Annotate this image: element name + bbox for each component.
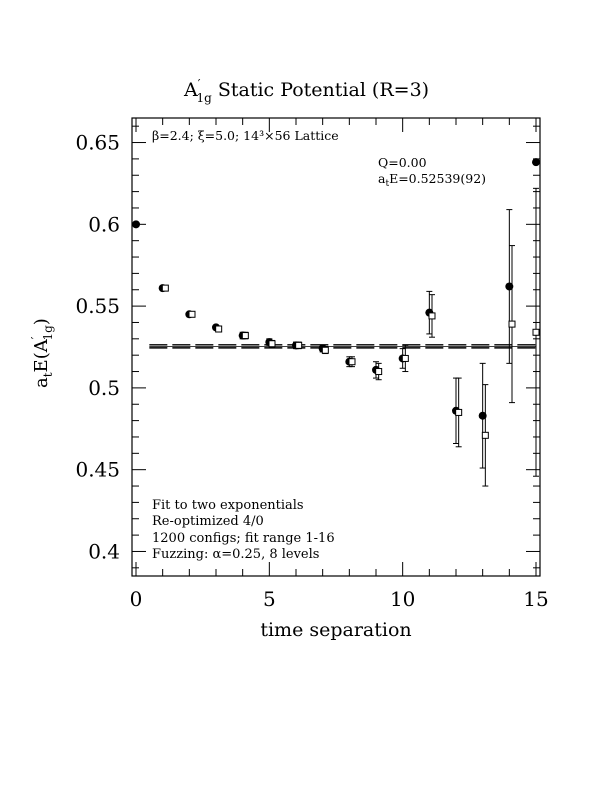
data-point-open: [295, 341, 303, 349]
data-point-open: [375, 368, 383, 376]
data-point-filled: [505, 282, 514, 291]
y-tick-label: 0.6: [88, 212, 120, 236]
data-point-filled: [532, 158, 540, 167]
data-point-open: [401, 354, 409, 362]
x-tick-label: 5: [263, 587, 276, 611]
data-point-open: [455, 408, 463, 416]
data-point-open: [161, 284, 169, 292]
note-line: Fit to two exponentials: [152, 498, 304, 513]
axis-ticks: [132, 118, 540, 576]
y-tick-labels: 0.4 0.45 0.5 0.55 0.6 0.65: [75, 131, 120, 564]
fit-result-a: a: [378, 171, 386, 186]
q-label: Q=0.00: [378, 155, 427, 170]
ylabel-close: ): [31, 318, 52, 325]
title-subscript: 1g: [196, 91, 212, 105]
x-axis-label: time separation: [260, 619, 411, 641]
title-prime: ′: [198, 77, 201, 91]
ylabel-main: a: [31, 377, 52, 388]
data-point-open: [321, 346, 329, 354]
note-line: 1200 configs; fit range 1-16: [152, 531, 335, 546]
y-tick-label: 0.4: [88, 539, 120, 563]
y-axis-label: atE(A′1g): [29, 318, 55, 388]
ylabel-mid: E(A: [31, 338, 52, 372]
data-point-open: [348, 358, 356, 366]
note-line: Re-optimized 4/0: [152, 514, 264, 529]
data-point-open: [532, 328, 540, 336]
title-main: A: [183, 79, 198, 101]
ylabel-prime: ′: [29, 336, 43, 339]
y-tick-label: 0.5: [88, 376, 120, 400]
data-point-open: [215, 325, 223, 333]
data-point-open: [268, 340, 276, 348]
x-tick-label: 0: [130, 587, 143, 611]
fit-result-value: E=0.52539(92): [389, 171, 486, 186]
fit-result-label: atE=0.52539(92): [378, 171, 486, 189]
lattice-label: β=2.4; ξ=5.0; 14³×56 Lattice: [152, 128, 339, 143]
fit-result-sub-t: t: [385, 179, 389, 189]
fit-band: [149, 344, 536, 349]
data-point-open: [241, 332, 249, 340]
fit-notes: Fit to two exponentials Re-optimized 4/0…: [152, 498, 335, 562]
plot-frame: [131, 117, 541, 577]
data-point-open: [508, 320, 516, 328]
title-rest: Static Potential (R=3): [212, 79, 429, 101]
note-line: Fuzzing: α=0.25, 8 levels: [152, 547, 319, 562]
y-tick-label: 0.65: [75, 131, 120, 155]
data-point-open: [428, 312, 436, 320]
x-tick-label: 15: [523, 587, 548, 611]
data-point-filled: [132, 220, 140, 229]
chart-title: A′ 1g Static Potential (R=3): [183, 77, 429, 105]
x-tick-label: 10: [390, 587, 415, 611]
x-tick-labels: 0 5 10 15: [130, 587, 549, 611]
ylabel-sub-t: t: [41, 372, 55, 377]
y-tick-label: 0.45: [75, 458, 120, 482]
data-point-open: [481, 431, 489, 439]
data-points: [132, 158, 540, 487]
y-tick-label: 0.55: [75, 294, 120, 318]
ylabel-sub-1g: 1g: [41, 325, 55, 341]
data-point-filled: [478, 411, 487, 420]
data-point-open: [188, 310, 196, 318]
